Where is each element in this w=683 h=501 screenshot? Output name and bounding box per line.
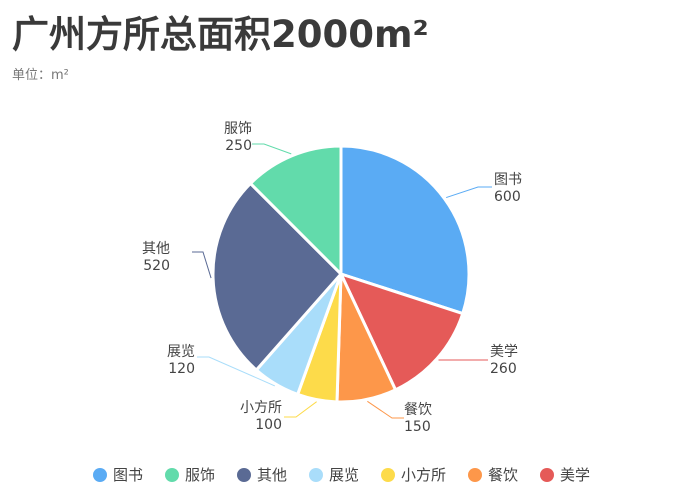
legend-label: 展览 xyxy=(328,466,359,484)
slice-label-value: 260 xyxy=(490,361,517,377)
slice-label-name: 其他 xyxy=(142,241,170,257)
slice-label-value: 150 xyxy=(404,419,431,435)
slice-label-value: 120 xyxy=(168,361,195,377)
legend-label: 美学 xyxy=(560,466,591,484)
legend-item-餐饮[interactable]: 餐饮 xyxy=(468,464,518,485)
legend-item-小方所[interactable]: 小方所 xyxy=(381,464,446,485)
chart-legend: 图书 服饰 其他 展览 小方所 餐饮 美学 xyxy=(0,464,683,485)
slice-label-name: 展览 xyxy=(167,344,195,360)
slice-label-name: 服饰 xyxy=(224,121,252,137)
leader-line-服饰 xyxy=(252,143,292,155)
slice-label-value: 100 xyxy=(255,417,282,433)
legend-label: 服饰 xyxy=(184,466,215,484)
legend-swatch xyxy=(540,467,555,482)
legend-label: 小方所 xyxy=(401,466,447,484)
leader-line-小方所 xyxy=(284,401,317,418)
slice-label-value: 600 xyxy=(494,189,521,205)
pie-slice-美学[interactable] xyxy=(338,271,465,392)
leader-line-其他 xyxy=(192,251,212,279)
legend-label: 其他 xyxy=(256,466,287,484)
leader-line-图书 xyxy=(446,186,492,199)
legend-swatch xyxy=(164,467,179,482)
legend-item-展览[interactable]: 展览 xyxy=(308,464,359,485)
slice-label-name: 餐饮 xyxy=(404,402,432,418)
legend-swatch xyxy=(236,467,251,482)
pie-slice-服饰[interactable] xyxy=(248,144,343,278)
legend-item-图书[interactable]: 图书 xyxy=(92,464,143,485)
pie-slice-图书[interactable] xyxy=(339,144,471,316)
legend-item-服饰[interactable]: 服饰 xyxy=(164,464,215,485)
legend-swatch xyxy=(92,467,107,482)
chart-subtitle: 单位：m² xyxy=(12,68,69,83)
legend-swatch xyxy=(308,467,323,482)
legend-item-其他[interactable]: 其他 xyxy=(236,464,287,485)
legend-label: 餐饮 xyxy=(488,466,519,484)
leader-line-餐饮 xyxy=(367,400,404,419)
slice-label-value: 250 xyxy=(225,138,252,154)
legend-swatch xyxy=(381,467,395,482)
pie-slice-其他[interactable] xyxy=(211,181,344,373)
legend-swatch xyxy=(468,467,483,482)
legend-label: 图书 xyxy=(112,466,143,484)
chart-title: 广州方所总面积2000m² xyxy=(12,13,429,56)
leader-line-展览 xyxy=(197,356,276,387)
slice-label-value: 520 xyxy=(143,258,170,274)
slice-label-name: 小方所 xyxy=(240,400,282,416)
slice-label-name: 美学 xyxy=(490,344,518,360)
legend-item-美学[interactable]: 美学 xyxy=(540,464,590,485)
slice-label-name: 图书 xyxy=(494,172,522,188)
